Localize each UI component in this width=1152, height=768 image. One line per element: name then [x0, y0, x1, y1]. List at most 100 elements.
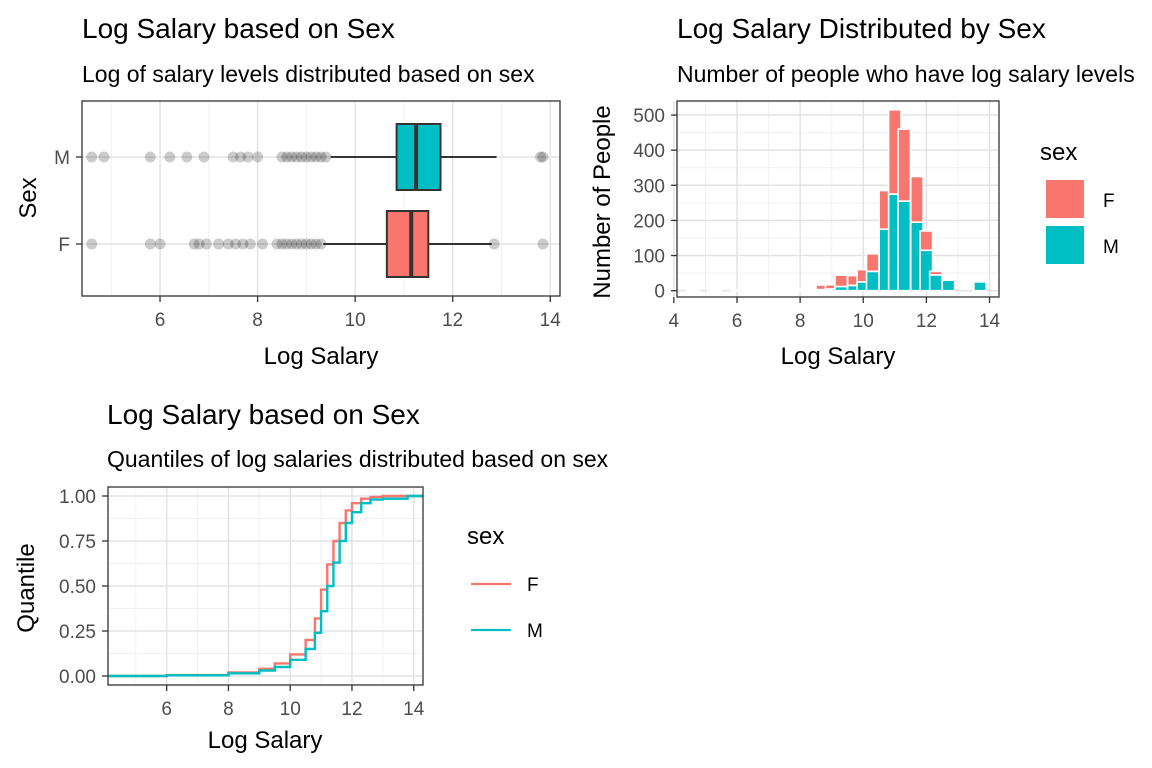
histogram-bar-m — [941, 279, 956, 292]
ecdf-y-tick-label: 0.75 — [59, 532, 96, 553]
boxplot-outlier-point — [244, 238, 256, 250]
boxplot-outlier-point — [230, 238, 242, 250]
boxplot-outlier-point — [271, 238, 283, 250]
boxplot-panel: Log Salary based on Sex Log of salary le… — [15, 13, 561, 370]
boxplot-outlier-point — [305, 151, 317, 163]
boxplot-outlier-point — [315, 151, 327, 163]
boxplot-title: Log Salary based on Sex — [82, 13, 395, 44]
legend-swatch-m — [1046, 226, 1084, 264]
boxplot-outlier-point — [310, 238, 322, 250]
histogram-legend-title: sex — [1040, 139, 1077, 166]
legend-label-m: M — [1103, 237, 1119, 258]
ecdf-subtitle: Quantiles of log salaries distributed ba… — [107, 446, 609, 472]
boxplot-axes: 6 8 10 12 14 F M — [54, 148, 561, 331]
boxplot-outlier-point — [291, 238, 303, 250]
ecdf-legend-label-f: F — [527, 575, 539, 596]
boxplot-outlier-point — [98, 151, 110, 163]
ecdf-x-tick-label: 12 — [341, 699, 362, 720]
boxplot-x-tick-label: 12 — [442, 310, 463, 331]
ecdf-axes: 6 8 10 12 14 0.00 0.25 0.50 0.75 1.00 — [59, 487, 425, 720]
histogram-bar-f — [834, 274, 849, 288]
histogram-x-tick-label: 12 — [916, 311, 937, 332]
boxplot-outlier-point — [315, 238, 327, 250]
boxplot-outlier-point — [188, 238, 200, 250]
ecdf-x-tick-label: 14 — [403, 699, 425, 720]
histogram-bar-f — [865, 252, 880, 273]
histogram-bar-m — [685, 289, 700, 292]
boxplot-x-tick-label: 14 — [540, 310, 562, 331]
histogram-panel-border — [676, 100, 1000, 298]
histogram-y-tick-label: 500 — [633, 106, 665, 127]
boxplot-outlier-point — [300, 151, 312, 163]
boxplot-outlier-point — [488, 238, 500, 250]
boxplot-outlier-point — [300, 238, 312, 250]
ecdf-title: Log Salary based on Sex — [107, 399, 420, 430]
histogram-x-tick-label: 8 — [795, 311, 806, 332]
histogram-axes: 4 6 8 10 12 14 0 100 200 300 400 500 — [633, 106, 1000, 332]
boxplot-outlier-point — [310, 151, 322, 163]
histogram-bar-f — [802, 288, 817, 291]
ecdf-y-axis-label: Quantile — [13, 543, 40, 632]
histogram-bar-f — [909, 175, 924, 223]
boxplot-outlier-point — [295, 151, 307, 163]
histogram-subtitle: Number of people who have log salary lev… — [677, 61, 1135, 87]
boxplot-outlier-point — [237, 238, 249, 250]
boxplot-outlier-point — [222, 238, 234, 250]
boxplot-outlier-point — [276, 238, 288, 250]
boxplot-outlier-point — [213, 238, 225, 250]
ecdf-y-tick-label: 0.50 — [59, 577, 96, 598]
legend-label-f: F — [1103, 191, 1115, 212]
histogram-panel: Log Salary Distributed by Sex Number of … — [589, 13, 1135, 370]
boxplot-outlier-point — [235, 151, 247, 163]
boxplot-outlier-point — [295, 238, 307, 250]
boxplot-y-axis-label: Sex — [15, 177, 42, 218]
histogram-x-tick-label: 10 — [853, 311, 874, 332]
ecdf-legend-label-m: M — [527, 621, 543, 642]
ecdf-x-tick-label: 10 — [280, 699, 301, 720]
boxplot-y-tick-label: M — [54, 148, 70, 169]
boxplot-outlier-point — [320, 151, 332, 163]
boxplot-outlier-point — [193, 238, 205, 250]
ecdf-y-tick-label: 1.00 — [59, 487, 96, 508]
histogram-title: Log Salary Distributed by Sex — [677, 13, 1046, 44]
boxplot-x-tick-label: 10 — [345, 310, 366, 331]
ecdf-grid — [108, 487, 423, 685]
histogram-bar-m — [928, 274, 943, 292]
boxplot-outlier-point — [154, 238, 166, 250]
boxplot-outlier-point — [291, 151, 303, 163]
boxplot-outlier-point — [281, 151, 293, 163]
histogram-x-tick-label: 6 — [732, 311, 743, 332]
histogram-x-tick-label: 14 — [979, 311, 1001, 332]
ecdf-panel: Log Salary based on Sex Quantiles of log… — [13, 399, 609, 754]
ecdf-y-tick-label: 0.00 — [59, 667, 96, 688]
histogram-marks — [685, 108, 988, 292]
boxplot-outlier-point — [286, 151, 298, 163]
boxplot-x-axis-label: Log Salary — [264, 343, 379, 370]
boxplot-outlier-point — [286, 238, 298, 250]
ecdf-line-m — [108, 494, 423, 678]
ecdf-marks — [108, 494, 423, 678]
histogram-bar-m — [897, 200, 912, 292]
boxplot-outlier-point — [252, 151, 264, 163]
ecdf-x-tick-label: 6 — [161, 699, 172, 720]
boxplot-outlier-point — [200, 238, 212, 250]
boxplot-outlier-point — [305, 238, 317, 250]
boxplot-outlier-point — [534, 151, 546, 163]
histogram-bar-f — [941, 277, 956, 281]
boxplot-outlier-point — [198, 151, 210, 163]
boxplot-outlier-point — [242, 151, 254, 163]
boxplot-outlier-point — [164, 151, 176, 163]
boxplot-outlier-point — [281, 238, 293, 250]
ecdf-y-tick-label: 0.25 — [59, 622, 96, 643]
boxplot-marks — [86, 123, 549, 278]
boxplot-grid — [82, 101, 560, 296]
histogram-bar-f — [928, 270, 943, 276]
boxplot-x-tick-label: 8 — [252, 310, 263, 331]
histogram-bar-f — [919, 230, 934, 252]
histogram-bar-m — [973, 281, 988, 292]
legend-swatch-f — [1046, 180, 1084, 218]
boxplot-box-m — [395, 123, 442, 191]
ecdf-x-axis-label: Log Salary — [208, 727, 323, 754]
boxplot-outlier-point — [256, 238, 268, 250]
